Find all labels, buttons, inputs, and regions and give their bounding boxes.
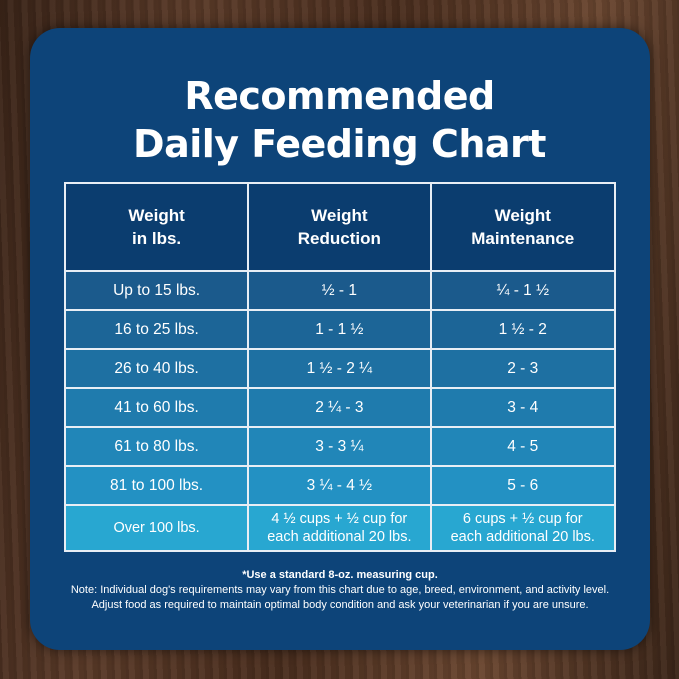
cell-reduction: 1 - 1 ½ — [247, 309, 432, 350]
cell-weight: Up to 15 lbs. — [63, 270, 250, 311]
cell-reduction: 2 ¼ - 3 — [247, 387, 432, 428]
cell-weight: 26 to 40 lbs. — [63, 348, 250, 389]
feeding-table: Weight in lbs. Weight Reduction Weight Main… — [63, 182, 617, 552]
title-line-2: Daily Feeding Chart — [133, 122, 546, 166]
cell-maintenance: 4 - 5 — [429, 426, 617, 467]
header-reduction: Weight Reduction — [247, 182, 432, 272]
cell-weight: 81 to 100 lbs. — [63, 465, 250, 506]
cell-reduction: 3 ¼ - 4 ½ — [247, 465, 432, 506]
cell-weight: 16 to 25 lbs. — [63, 309, 250, 350]
cell-maintenance: 3 - 4 — [429, 387, 617, 428]
page-title: Recommended Daily Feeding Chart — [0, 72, 679, 168]
table-row: Over 100 lbs. 4 ½ cups + ½ cup for each a… — [63, 504, 617, 552]
title-line-1: Recommended — [184, 74, 495, 118]
cell-weight: 41 to 60 lbs. — [63, 387, 250, 428]
cell-maintenance: ¼ - 1 ½ — [429, 270, 617, 311]
cell-reduction: 1 ½ - 2 ¼ — [247, 348, 432, 389]
cell-reduction: 4 ½ cups + ½ cup for each additional 20 l… — [247, 504, 432, 552]
cup-note: *Use a standard 8-oz. measuring cup. — [242, 569, 438, 581]
notes: *Use a standard 8-oz. measuring cup. Not… — [30, 568, 650, 613]
cell-weight: 61 to 80 lbs. — [63, 426, 250, 467]
cell-maintenance: 5 - 6 — [429, 465, 617, 506]
cell-maintenance: 1 ½ - 2 — [429, 309, 617, 350]
header-maintenance: Weight Maintenance — [429, 182, 617, 272]
header-weight: Weight in lbs. — [63, 182, 250, 272]
cell-weight: Over 100 lbs. — [63, 504, 250, 552]
note-line-1: Note: Individual dog's requirements may … — [70, 584, 610, 596]
cell-reduction: ½ - 1 — [247, 270, 432, 311]
cell-maintenance: 6 cups + ½ cup for each additional 20 lbs… — [429, 504, 617, 552]
header-row: Weight in lbs. Weight Reduction Weight Main… — [63, 182, 617, 272]
cell-maintenance: 2 - 3 — [429, 348, 617, 389]
note-line-2: Adjust food as required to maintain opti… — [91, 599, 589, 611]
cell-reduction: 3 - 3 ¼ — [247, 426, 432, 467]
